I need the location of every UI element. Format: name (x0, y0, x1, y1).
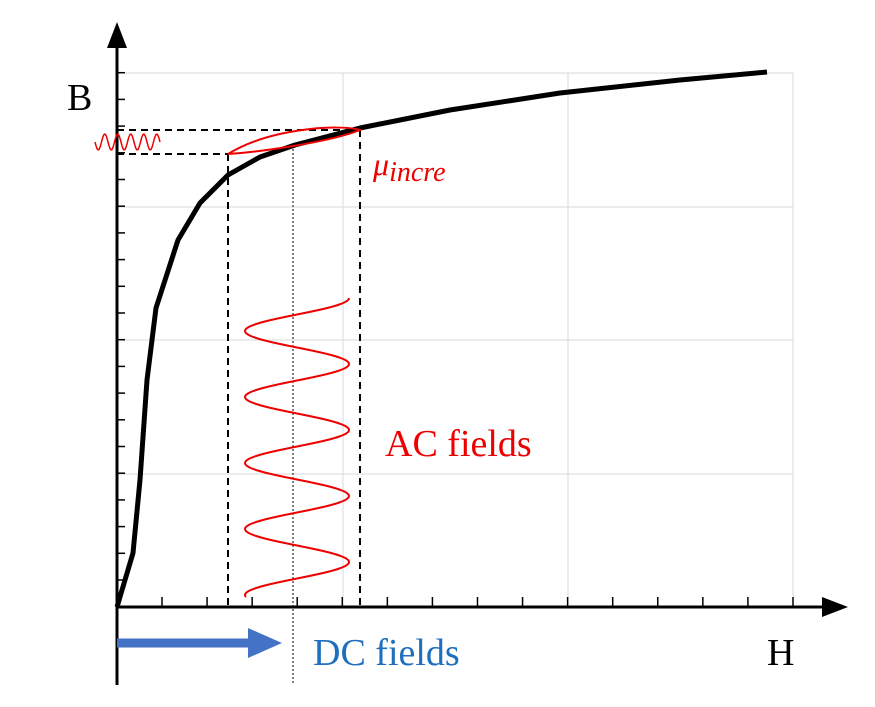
mu-subscript: incre (389, 157, 446, 188)
mu-label: μincre (372, 146, 446, 188)
b-wave (94, 133, 161, 151)
mu-symbol: μ (372, 146, 389, 182)
ac-label: AC fields (385, 423, 532, 465)
minor-loop (227, 126, 364, 155)
x-arrow (822, 597, 848, 617)
dc-arrow-head (248, 628, 282, 658)
bh-curve (114, 69, 768, 608)
dc-label: DC fields (313, 632, 460, 674)
x-axis-label: H (767, 632, 794, 674)
y-axis-label: B (67, 77, 92, 119)
grid (117, 72, 794, 607)
guide-lines (117, 129, 361, 607)
h-wave (243, 297, 351, 598)
y-arrow (107, 22, 127, 48)
